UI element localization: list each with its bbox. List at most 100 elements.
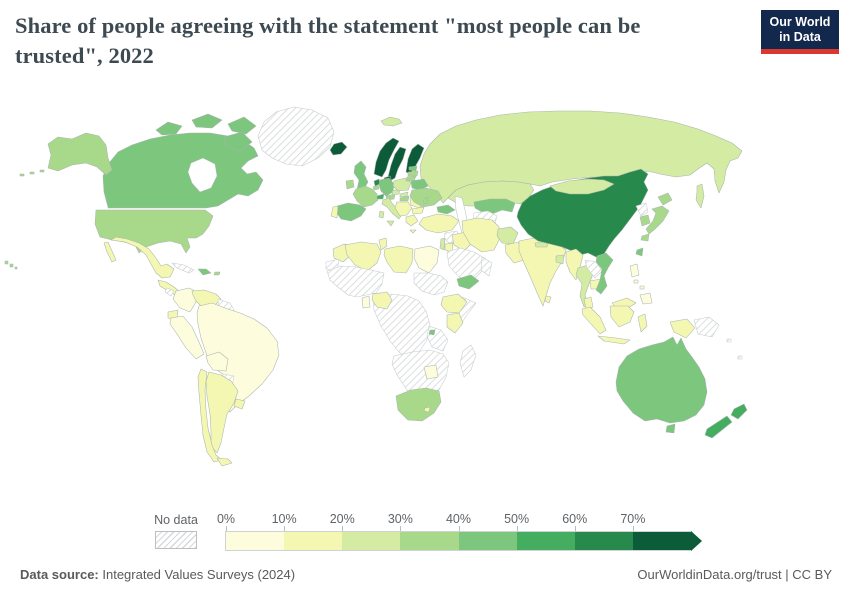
owid-logo[interactable]: Our World in Data bbox=[761, 10, 839, 54]
region-indonesia-papua[interactable]: Indonesia: 10-20% bbox=[669, 318, 696, 339]
legend-no-data-swatch[interactable] bbox=[155, 531, 197, 549]
region-japan-hokkaido[interactable]: Japan: 30-40% bbox=[657, 192, 673, 206]
region-usa-alaska[interactable]: United States: 30-40% bbox=[47, 132, 113, 176]
data-source-text[interactable]: Integrated Values Surveys (2024) bbox=[98, 567, 296, 582]
region-north-korea[interactable]: North Korea: No data bbox=[635, 202, 649, 217]
region-svalbard[interactable]: Svalbard: 20-30% bbox=[380, 116, 403, 127]
region-cuba[interactable]: Cuba: No data bbox=[171, 262, 195, 274]
region-south-africa[interactable]: South Africa: 30-40% bbox=[395, 387, 442, 422]
region-china[interactable]: China: 60-70% bbox=[516, 168, 649, 261]
region-india[interactable]: India: 10-20% bbox=[518, 237, 567, 307]
region-egypt[interactable]: Egypt: 0-10% bbox=[413, 245, 440, 274]
region-japan-kyushu[interactable]: Japan: 30-40% bbox=[640, 233, 650, 242]
region-oman[interactable]: Oman: No data bbox=[480, 256, 493, 277]
region-ghana[interactable]: Ghana: 0-10% bbox=[361, 295, 371, 309]
region-western-balkans[interactable]: Western Balkans: 10-20% bbox=[394, 201, 413, 217]
region-latvia[interactable]: Latvia: 30-40% bbox=[407, 170, 419, 177]
region-nigeria[interactable]: Nigeria: 10-20% bbox=[371, 291, 393, 310]
legend-bucket-7[interactable] bbox=[632, 532, 691, 550]
region-italy-sicily[interactable]: Italy: 20-30% bbox=[386, 220, 395, 227]
region-taiwan[interactable]: Taiwan: 40-50% bbox=[635, 247, 644, 257]
region-russia-sakhalin[interactable]: Russia: 20-30% bbox=[695, 183, 705, 209]
region-zimbabwe[interactable]: Zimbabwe: 0-10% bbox=[423, 364, 439, 380]
region-bolivia[interactable]: Bolivia: 0-10% bbox=[205, 351, 229, 372]
region-south-korea[interactable]: South Korea: 30-40% bbox=[639, 214, 651, 227]
region-mongolia[interactable]: Mongolia: 20-30% bbox=[549, 178, 615, 195]
region-argentina[interactable]: Argentina: 10-20% bbox=[205, 371, 239, 454]
region-usa-aleutians[interactable]: United States: 30-40% bbox=[19, 169, 45, 177]
region-yemen[interactable]: Yemen: 40-50% bbox=[456, 274, 480, 290]
region-ireland[interactable]: Ireland: 30-40% bbox=[345, 179, 355, 190]
region-greece[interactable]: Greece: 10-20% bbox=[405, 214, 419, 227]
region-sweden[interactable]: Sweden: 70%+ bbox=[387, 146, 407, 182]
region-canada[interactable]: Canada: 40-50% bbox=[102, 132, 264, 209]
region-australia-tasmania[interactable]: Australia: 40-50% bbox=[665, 423, 676, 434]
region-israel-lebanon[interactable]: Israel & Lebanon: 20-30% bbox=[439, 237, 446, 251]
region-madagascar[interactable]: Madagascar: No data bbox=[459, 344, 477, 378]
region-pacific-islands[interactable]: Pacific Islands: No data bbox=[726, 338, 743, 360]
legend-bucket-6[interactable] bbox=[574, 532, 633, 550]
region-papua-new-guinea[interactable]: Papua New Guinea: No data bbox=[693, 316, 720, 338]
region-philippines-luzon[interactable]: Philippines: 0-10% bbox=[629, 263, 640, 278]
region-algeria[interactable]: Algeria: 10-20% bbox=[344, 241, 382, 272]
region-colombia[interactable]: Colombia: 0-10% bbox=[172, 287, 198, 313]
region-peru[interactable]: Peru: 0-10% bbox=[169, 315, 205, 360]
region-philippines-visayas[interactable]: Philippines: 0-10% bbox=[633, 279, 645, 290]
footer-link[interactable]: OurWorldinData.org/trust | CC BY bbox=[637, 567, 832, 582]
legend-bucket-2[interactable] bbox=[342, 532, 401, 550]
region-usa-hawaii[interactable]: United States: 30-40% bbox=[4, 260, 18, 270]
region-tunisia[interactable]: Tunisia: 10-20% bbox=[378, 237, 388, 251]
region-slovakia[interactable]: Slovakia: 20-30% bbox=[399, 191, 409, 198]
region-laos[interactable]: Laos: No data bbox=[584, 259, 603, 279]
region-vietnam[interactable]: Vietnam: 40-50% bbox=[595, 252, 614, 295]
region-spain[interactable]: Spain: 40-50% bbox=[335, 202, 367, 222]
legend-bucket-0[interactable] bbox=[226, 532, 285, 550]
region-bulgaria[interactable]: Bulgaria: 10-20% bbox=[411, 206, 425, 215]
region-australia[interactable]: Australia: 40-50% bbox=[615, 336, 708, 424]
region-uruguay[interactable]: Uruguay: 10-20% bbox=[233, 398, 246, 410]
region-moldova[interactable]: Moldova: 30-40% bbox=[422, 196, 429, 205]
region-new-zealand-south[interactable]: New Zealand: 50-60% bbox=[704, 415, 733, 439]
region-united-kingdom[interactable]: United Kingdom: 40-50% bbox=[353, 160, 369, 191]
region-rwanda[interactable]: Rwanda: 40-50% bbox=[428, 329, 436, 336]
region-canada-arctic-1[interactable]: Canada: 40-50% bbox=[155, 121, 183, 136]
region-canada-arctic-3[interactable]: Canada: 40-50% bbox=[227, 116, 257, 135]
region-portugal[interactable]: Portugal: 10-20% bbox=[330, 205, 339, 219]
region-belgium[interactable]: Belgium: 30-40% bbox=[372, 184, 380, 191]
region-indonesia-kalimantan[interactable]: Indonesia: 10-20% bbox=[609, 305, 635, 328]
region-japan-honshu[interactable]: Japan: 30-40% bbox=[645, 205, 670, 235]
region-belarus[interactable]: Belarus: 40-50% bbox=[410, 178, 429, 191]
region-central-africa[interactable]: Central Africa: No data bbox=[372, 293, 431, 360]
region-hispaniola[interactable]: Haiti & Dominican Rep.: 40-50% bbox=[197, 268, 212, 276]
region-brazil[interactable]: Brazil: 0-10% bbox=[196, 302, 280, 413]
region-malaysia-peninsula[interactable]: Malaysia: 10-20% bbox=[583, 296, 594, 310]
region-france[interactable]: France: 30-40% bbox=[352, 185, 379, 208]
legend-bucket-4[interactable] bbox=[458, 532, 517, 550]
region-indonesia-sulawesi[interactable]: Indonesia: 10-20% bbox=[637, 313, 648, 333]
region-usa-mainland[interactable]: United States: 30-40% bbox=[94, 209, 214, 254]
region-caucasus[interactable]: Georgia & Azerbaijan: 40-50% bbox=[436, 204, 456, 215]
region-libya[interactable]: Libya: 10-20% bbox=[383, 245, 414, 274]
legend-bucket-1[interactable] bbox=[284, 532, 343, 550]
region-italy-sardinia[interactable]: Italy: 20-30% bbox=[378, 210, 385, 219]
legend-bucket-5[interactable] bbox=[516, 532, 575, 550]
region-indonesia-sumatra[interactable]: Indonesia: 10-20% bbox=[581, 306, 607, 335]
legend-bucket-3[interactable] bbox=[400, 532, 459, 550]
region-kenya[interactable]: Kenya: 10-20% bbox=[446, 312, 464, 334]
region-greenland[interactable]: Greenland: No data bbox=[257, 106, 335, 167]
region-mexico[interactable]: Mexico: 10-20% bbox=[110, 236, 175, 279]
region-norway[interactable]: Norway: 70%+ bbox=[373, 137, 400, 178]
region-canada-baffin[interactable]: Canada: 40-50% bbox=[223, 131, 253, 152]
region-bangladesh[interactable]: Bangladesh: 20-30% bbox=[555, 254, 565, 265]
region-afghanistan[interactable]: Afghanistan: 20-30% bbox=[496, 226, 519, 245]
region-turkey[interactable]: Turkey: 10-20% bbox=[418, 213, 460, 234]
region-iceland[interactable]: Iceland: 70%+ bbox=[329, 141, 348, 156]
region-canada-arctic-2[interactable]: Canada: 40-50% bbox=[191, 113, 223, 129]
region-hungary[interactable]: Hungary: 30-40% bbox=[399, 195, 410, 202]
region-sri-lanka[interactable]: Sri Lanka: 10-20% bbox=[544, 295, 552, 304]
region-tierra-del-fuego[interactable]: Chile: 10-20% bbox=[216, 457, 233, 467]
region-iran[interactable]: Iran: 10-20% bbox=[461, 217, 501, 253]
region-switzerland[interactable]: Switzerland: 50-60% bbox=[376, 193, 385, 200]
region-sudan-horn[interactable]: Sudan & Chad: No data bbox=[413, 272, 449, 296]
region-italy[interactable]: Italy: 20-30% bbox=[381, 197, 403, 220]
